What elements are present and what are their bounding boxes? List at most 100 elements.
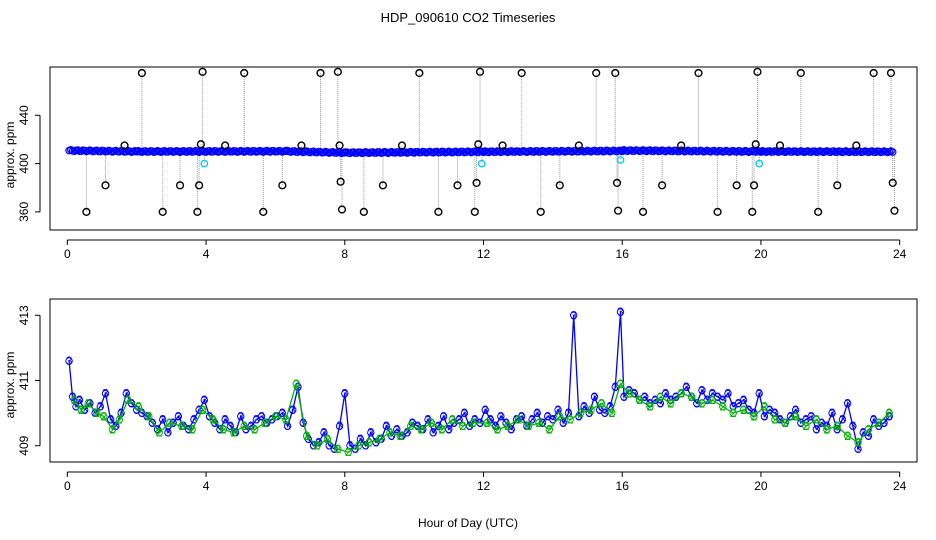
series-point-3 — [724, 389, 732, 398]
series-marker-label-3: 3 — [657, 396, 664, 410]
series-marker-label-3: 3 — [482, 403, 489, 417]
series-marker-label-3: 3 — [570, 308, 577, 322]
series-marker-label-2: 2 — [647, 400, 654, 414]
series-marker-label-2: 2 — [116, 413, 123, 427]
series-point-3 — [455, 415, 463, 424]
series-point-2 — [124, 396, 132, 404]
x-tick-label: 24 — [893, 479, 907, 493]
series-marker-label-3: 3 — [139, 406, 146, 420]
baseline-point — [888, 148, 897, 156]
series-marker-label-3: 3 — [797, 416, 804, 430]
series-point-2 — [108, 425, 117, 434]
series-marker-label-3: 3 — [102, 387, 109, 401]
baseline-point — [474, 148, 483, 157]
spike-point — [297, 141, 306, 150]
series-marker-label-2: 2 — [272, 409, 279, 423]
series-point-2 — [771, 415, 779, 424]
series-marker-label-2: 2 — [428, 416, 435, 430]
series-marker-label-2: 2 — [251, 422, 258, 436]
series-point-3 — [713, 393, 722, 401]
series-point-3 — [159, 415, 167, 424]
series-marker-label-3: 3 — [617, 305, 624, 319]
series-point-2 — [209, 415, 217, 424]
spike-point — [158, 207, 167, 216]
series-marker-label-2: 2 — [293, 377, 300, 391]
baseline-point — [613, 147, 621, 156]
series-point-2 — [100, 412, 108, 421]
series-marker-label-3: 3 — [487, 413, 494, 427]
spike-point — [751, 140, 760, 149]
series-point-3 — [849, 422, 857, 430]
series-marker-label-3: 3 — [243, 422, 250, 436]
series-marker-label-3: 3 — [534, 406, 541, 420]
series-point-2 — [458, 422, 467, 430]
spike-point — [694, 68, 703, 78]
spike-point — [453, 181, 462, 190]
series-marker-label-2: 2 — [688, 390, 695, 404]
series-point-3 — [601, 409, 609, 417]
series-marker-label-3: 3 — [550, 413, 557, 427]
series-point-2 — [386, 428, 394, 437]
series-point-3 — [533, 409, 541, 417]
series-point-2 — [134, 402, 143, 411]
series-point-3 — [880, 419, 888, 427]
series-marker-label-2: 2 — [617, 377, 624, 391]
series-point-3 — [698, 386, 706, 394]
spike-point — [82, 207, 91, 216]
series-marker-label-3: 3 — [497, 409, 504, 423]
series-marker-label-2: 2 — [78, 403, 85, 417]
series-marker-label-3: 3 — [211, 416, 218, 430]
series-point-2 — [576, 409, 585, 417]
series-point-3 — [661, 389, 670, 398]
series-marker-label-3: 3 — [305, 432, 312, 446]
x-tick-label: 8 — [341, 247, 348, 261]
series-marker-label-2: 2 — [709, 393, 716, 407]
top-plot-frame — [49, 66, 918, 231]
series-point-2 — [608, 409, 616, 417]
series-marker-label-2: 2 — [834, 419, 841, 433]
series-point-3 — [75, 396, 84, 404]
series-marker-label-3: 3 — [860, 426, 867, 440]
series-marker-label-2: 2 — [598, 396, 605, 410]
series-marker-label-2: 2 — [803, 419, 810, 433]
series-point-3 — [122, 389, 130, 398]
series-point-2 — [656, 393, 665, 401]
series-marker-label-2: 2 — [588, 403, 595, 417]
spike-point — [101, 181, 110, 190]
series-marker-label-2: 2 — [823, 422, 830, 436]
series-marker-label-3: 3 — [321, 426, 328, 440]
x-tick-label: 0 — [64, 247, 71, 261]
series-point-2 — [396, 432, 404, 440]
series-marker-label-2: 2 — [324, 432, 331, 446]
x-tick-label: 8 — [341, 479, 348, 493]
spike-point — [278, 181, 287, 190]
series-point-2 — [354, 442, 363, 450]
series-marker-label-2: 2 — [178, 419, 185, 433]
series-point-2 — [719, 402, 727, 411]
series-point-3 — [869, 415, 878, 424]
series-marker-label-2: 2 — [636, 393, 643, 407]
series-marker-label-3: 3 — [123, 387, 130, 401]
series-point-2 — [115, 415, 124, 424]
series-point-2 — [219, 425, 228, 434]
x-tick-label: 4 — [203, 247, 210, 261]
series-point-2 — [493, 425, 502, 434]
series-marker-label-3: 3 — [445, 422, 452, 436]
series-point-2 — [556, 412, 564, 421]
series-marker-label-3: 3 — [456, 413, 463, 427]
series-marker-label-3: 3 — [471, 413, 478, 427]
series-marker-label-2: 2 — [366, 435, 373, 449]
series-point-2 — [823, 425, 831, 434]
series-point-3 — [672, 393, 680, 401]
series-marker-label-2: 2 — [418, 422, 425, 436]
series-marker-label-3: 3 — [839, 413, 846, 427]
series-point-3 — [221, 415, 229, 424]
series-point-2 — [406, 422, 415, 430]
series-point-3 — [734, 399, 743, 408]
series-marker-label-3: 3 — [144, 409, 151, 423]
series-point-2 — [677, 389, 685, 398]
x-tick-label: 0 — [64, 479, 71, 493]
series-marker-label-3: 3 — [76, 393, 83, 407]
series-marker-label-3: 3 — [602, 406, 609, 420]
